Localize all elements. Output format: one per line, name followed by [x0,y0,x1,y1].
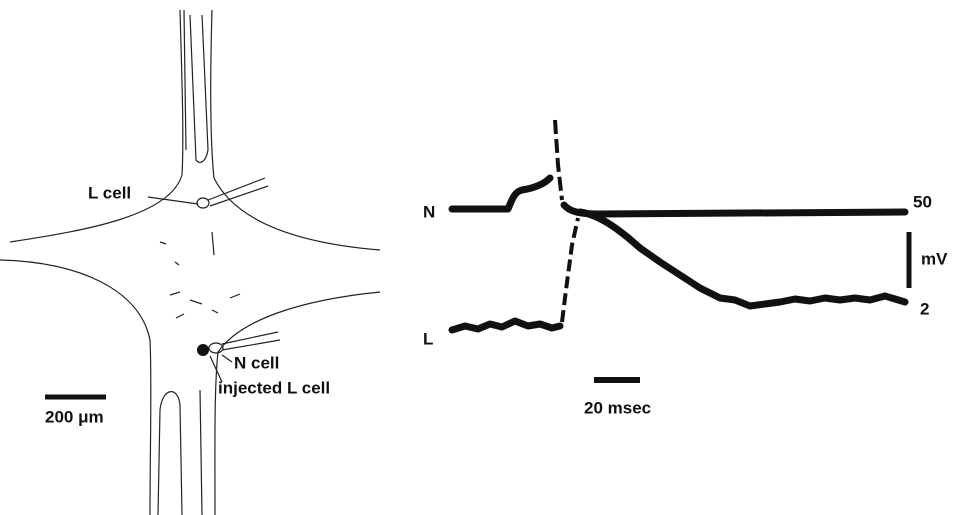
outline [211,10,380,250]
unit-label: mV [921,249,948,268]
scale-label: 200 μm [45,407,104,426]
trace-label: L [423,329,433,348]
leader-line [148,197,198,204]
pipette [208,178,268,206]
inner-line [184,10,186,150]
pipette [222,332,280,350]
label: injected L cell [218,378,330,397]
trace-label: N [423,202,435,221]
spike [555,120,562,200]
trace-n [452,178,550,209]
trace-l [452,321,560,330]
outline [215,292,380,515]
voltage-label: 2 [920,299,929,318]
time-label: 20 msec [584,398,651,417]
debris [160,242,240,318]
label: L cell [88,183,131,202]
page: L cell N cell injected L cell 200 μm N L… [0,0,955,515]
trace-n [564,205,905,214]
inner-line [158,392,182,515]
trace-l [580,212,905,306]
traces [452,120,909,380]
figure: L cell N cell injected L cell 200 μm N L… [0,0,955,515]
n-cell [197,344,209,356]
label: N cell [234,353,279,372]
voltage-label: 50 [913,192,932,211]
inner-line [190,15,208,162]
inner-line [200,390,202,515]
outline [0,260,151,515]
outline [10,10,183,242]
ganglion-drawing [0,10,380,515]
inner-line [212,232,214,255]
rise [562,218,578,322]
l-cell [197,198,209,208]
